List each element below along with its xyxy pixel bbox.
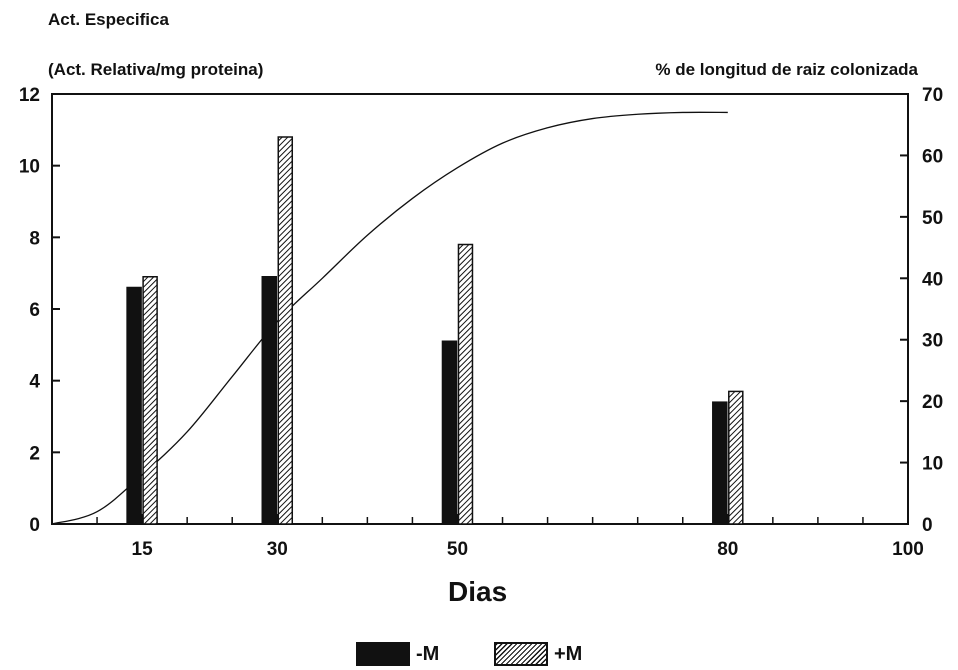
y-left-tick-label: 8 (29, 228, 40, 249)
legend-label-plus: +M (554, 642, 583, 665)
y-axis-right-label: % de longitud de raiz colonizada (655, 60, 918, 79)
y-right-tick-label: 30 (922, 331, 943, 352)
colonization-curve (51, 111, 728, 525)
chart-title: Act. Especifica (48, 10, 169, 29)
y-left-tick-label: 10 (19, 157, 40, 178)
y-left-tick-label: 2 (29, 443, 40, 464)
x-axis-label: Dias (448, 576, 508, 607)
y-right-tick-label: 0 (922, 515, 933, 536)
legend-swatch-minus (356, 642, 410, 666)
bar-minus-m (441, 340, 458, 525)
legend-swatch-plus (494, 642, 548, 666)
x-tick-label: 15 (132, 539, 154, 560)
bar-minus-m (261, 276, 278, 525)
bar-minus-m (126, 286, 142, 525)
legend-item-minus: -M (356, 642, 439, 666)
bar-plus-m (457, 243, 474, 525)
bar-minus-m (712, 401, 728, 525)
y-axis-left-label: (Act. Relativa/mg proteina) (48, 60, 264, 79)
y-left-tick-label: 4 (29, 372, 40, 393)
y-right-tick-label: 50 (922, 208, 943, 229)
bar-plus-m (728, 390, 744, 525)
x-tick-label: 80 (717, 539, 738, 560)
plot-frame (51, 93, 909, 525)
y-left-tick-label: 6 (29, 300, 40, 321)
bar-plus-m (142, 276, 158, 525)
y-right-tick-label: 70 (922, 85, 943, 106)
y-right-tick-label: 60 (922, 146, 943, 167)
x-tick-label: 30 (267, 539, 288, 560)
x-tick-label: 100 (892, 539, 924, 560)
y-right-tick-label: 20 (922, 392, 943, 413)
y-right-tick-label: 40 (922, 269, 943, 290)
bar-plus-m (277, 136, 294, 525)
y-left-tick-label: 0 (29, 515, 40, 536)
y-left-tick-label: 12 (19, 85, 40, 106)
y-right-tick-label: 10 (922, 454, 943, 475)
legend-item-plus: +M (494, 642, 582, 666)
legend-label-minus: -M (416, 642, 440, 665)
x-tick-label: 50 (447, 539, 468, 560)
